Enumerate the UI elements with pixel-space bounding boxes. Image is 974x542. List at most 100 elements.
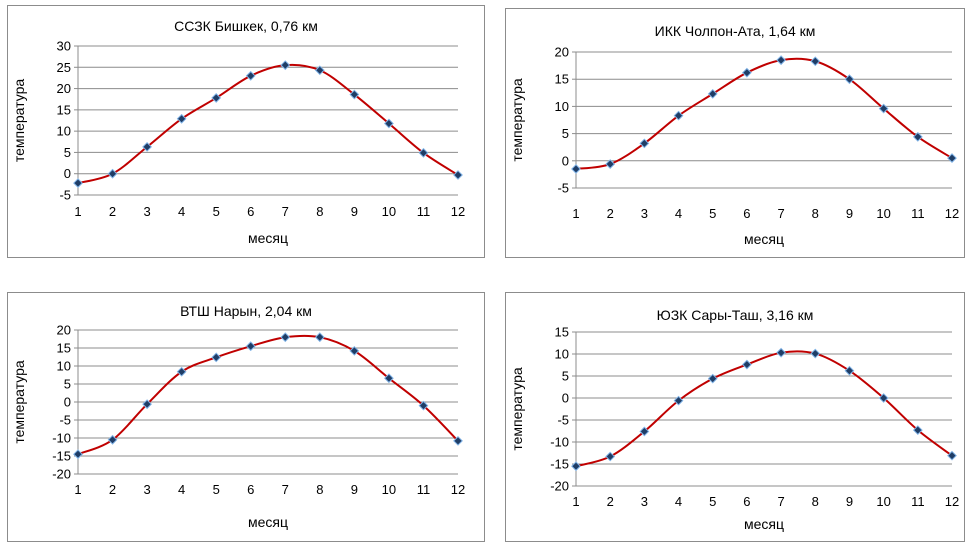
data-point-marker	[878, 103, 889, 114]
data-point-marker	[280, 60, 291, 71]
y-tick-label: 0	[562, 391, 569, 406]
x-tick-label: 8	[316, 482, 323, 497]
data-point-marker	[384, 118, 394, 129]
y-tick-label: 15	[57, 102, 71, 117]
x-tick-label: 6	[743, 206, 750, 221]
series-line	[575, 57, 953, 170]
data-point-marker	[912, 131, 923, 142]
y-tick-label: 15	[57, 341, 71, 356]
data-point-marker	[107, 168, 118, 179]
x-tick-label: 2	[607, 206, 614, 221]
data-point-marker	[349, 345, 360, 356]
x-tick-label: 12	[451, 204, 465, 219]
series-line	[575, 350, 953, 468]
data-point-marker	[742, 359, 752, 370]
x-tick-label: 1	[74, 482, 81, 497]
y-tick-label: 15	[555, 72, 569, 87]
y-tick-label: 0	[64, 166, 71, 181]
data-point-marker	[707, 373, 718, 384]
x-tick-label: 5	[709, 494, 716, 509]
y-tick-label: -15	[52, 449, 71, 464]
y-tick-label: 5	[64, 145, 71, 160]
y-tick-label: 5	[562, 369, 569, 384]
data-point-marker	[605, 451, 616, 462]
data-point-marker	[639, 138, 650, 149]
x-tick-label: 10	[382, 204, 396, 219]
data-point-marker	[73, 178, 83, 188]
x-tick-label: 2	[109, 204, 116, 219]
x-tick-label: 10	[382, 482, 396, 497]
x-tick-label: 12	[945, 494, 959, 509]
chart-title: ВТШ Нарын, 2,04 км	[180, 303, 312, 319]
x-axis-label: месяц	[744, 231, 784, 247]
series-line	[77, 334, 459, 456]
y-tick-label: 20	[57, 81, 71, 96]
y-axis-label: температура	[11, 360, 27, 443]
data-point-marker	[176, 366, 187, 377]
x-tick-label: 8	[812, 206, 819, 221]
x-axis-label: месяц	[248, 514, 288, 530]
x-tick-label: 2	[607, 494, 614, 509]
data-point-marker	[605, 159, 616, 169]
y-tick-label: 0	[64, 395, 71, 410]
y-tick-label: 10	[555, 99, 569, 114]
x-tick-label: 3	[641, 494, 648, 509]
data-point-marker	[453, 170, 463, 180]
y-tick-label: 5	[562, 126, 569, 141]
x-axis-label: месяц	[744, 516, 784, 532]
data-point-marker	[707, 88, 718, 99]
x-tick-label: 12	[451, 482, 465, 497]
x-tick-label: 10	[876, 494, 890, 509]
x-tick-label: 9	[351, 204, 358, 219]
y-tick-label: 5	[64, 377, 71, 392]
y-tick-label: 30	[57, 39, 71, 54]
x-tick-label: 6	[247, 204, 254, 219]
data-point-marker	[947, 153, 957, 163]
y-tick-label: -10	[550, 435, 569, 450]
data-point-marker	[639, 426, 650, 437]
y-tick-label: -5	[59, 413, 71, 428]
data-point-marker	[280, 332, 291, 343]
data-point-marker	[776, 347, 786, 358]
y-tick-label: 10	[555, 347, 569, 362]
data-point-marker	[810, 348, 821, 359]
y-tick-label: -5	[59, 188, 71, 203]
x-tick-label: 5	[709, 206, 716, 221]
x-tick-label: 4	[178, 482, 185, 497]
x-tick-label: 5	[213, 482, 220, 497]
x-tick-label: 6	[743, 494, 750, 509]
x-tick-label: 7	[777, 494, 784, 509]
x-tick-label: 4	[675, 494, 682, 509]
data-point-marker	[176, 113, 187, 124]
x-tick-label: 5	[213, 204, 220, 219]
x-tick-label: 9	[351, 482, 358, 497]
y-tick-label: 10	[57, 124, 71, 139]
data-point-marker	[571, 461, 581, 472]
x-tick-label: 1	[572, 206, 579, 221]
x-tick-label: 7	[282, 482, 289, 497]
y-tick-label: 20	[57, 323, 71, 338]
data-point-marker	[211, 93, 222, 103]
data-point-marker	[349, 89, 360, 100]
data-point-marker	[107, 434, 118, 445]
data-point-marker	[245, 70, 256, 81]
data-point-marker	[142, 141, 152, 152]
x-tick-label: 7	[777, 206, 784, 221]
x-tick-label: 1	[572, 494, 579, 509]
chart-title: ССЗК Бишкек, 0,76 км	[174, 18, 318, 34]
chart-panel-bishkek: ССЗК Бишкек, 0,76 км 30 25 20 15 10 5 0 -5 1 2 3 4 5 6…	[7, 5, 485, 258]
y-axis-label: температура	[509, 367, 525, 450]
data-point-marker	[673, 395, 684, 406]
x-tick-label: 2	[109, 482, 116, 497]
y-tick-label: -20	[52, 467, 71, 482]
x-tick-label: 3	[143, 482, 150, 497]
x-tick-label: 12	[945, 206, 959, 221]
data-point-marker	[742, 67, 752, 78]
x-tick-label: 11	[911, 206, 925, 221]
data-point-marker	[418, 147, 429, 158]
data-point-marker	[844, 365, 855, 376]
x-tick-label: 11	[417, 482, 431, 497]
x-tick-label: 11	[417, 204, 431, 219]
